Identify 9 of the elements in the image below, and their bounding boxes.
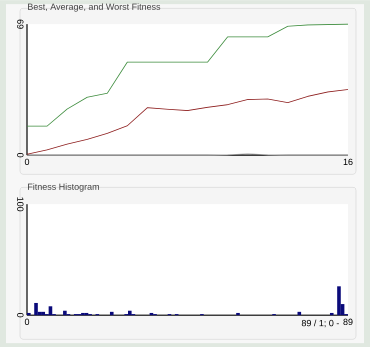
- x-tick-label: 16: [344, 158, 353, 165]
- x-tick-label: 89: [343, 318, 353, 325]
- y-tick-label: 69: [17, 20, 24, 29]
- y-tick-label: 0: [17, 152, 24, 158]
- chart-title: Best, Average, and Worst Fitness: [28, 3, 160, 12]
- chart-title: Fitness Histogram: [28, 183, 99, 192]
- text: 89 / 1; 0 -: [302, 320, 339, 328]
- y-tick-label: 0: [17, 312, 24, 318]
- y-tick-label: 100: [17, 197, 24, 212]
